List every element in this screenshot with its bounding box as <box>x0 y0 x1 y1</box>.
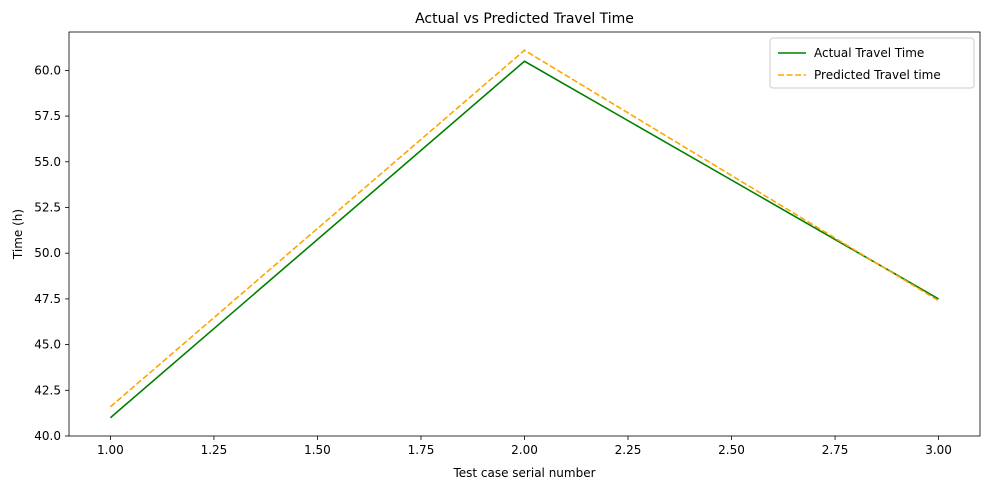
x-tick-label: 2.25 <box>615 443 642 457</box>
chart-title: Actual vs Predicted Travel Time <box>415 11 634 27</box>
series-layer <box>109 49 940 419</box>
y-tick-label: 50.0 <box>34 246 61 260</box>
y-axis-ticks: 40.0 42.5 45.0 47.5 50.0 52.5 55.0 57.5 60.0 <box>34 63 69 443</box>
y-axis-label: Time (h) <box>11 209 25 260</box>
y-tick-label: 45.0 <box>34 338 61 352</box>
series-predicted-line <box>109 49 940 408</box>
y-tick-label: 40.0 <box>34 429 61 443</box>
legend-box <box>769 37 975 89</box>
y-tick-label: 57.5 <box>34 109 61 123</box>
x-tick-label: 2.00 <box>511 443 538 457</box>
y-tick-label: 60.0 <box>34 63 61 77</box>
plot-frame <box>68 31 981 437</box>
y-tick-label: 55.0 <box>34 155 61 169</box>
x-tick-label: 1.25 <box>201 443 228 457</box>
y-tick-label: 52.5 <box>34 200 61 214</box>
y-tick-label: 42.5 <box>34 383 61 397</box>
x-tick-label: 2.50 <box>718 443 745 457</box>
x-tick-label: 1.00 <box>97 443 124 457</box>
legend-label: Actual Travel Time <box>814 46 924 60</box>
legend-label: Predicted Travel time <box>814 68 941 82</box>
series-actual-line <box>109 60 939 419</box>
x-tick-label: 2.75 <box>822 443 849 457</box>
x-axis-ticks: 1.00 1.25 1.50 1.75 2.00 2.25 2.50 2.75 3.00 <box>97 436 952 457</box>
x-tick-label: 1.50 <box>304 443 331 457</box>
y-tick-label: 47.5 <box>34 292 61 306</box>
x-tick-label: 3.00 <box>925 443 952 457</box>
legend: Actual Travel Time Predicted Travel time <box>769 37 975 89</box>
x-tick-label: 1.75 <box>408 443 435 457</box>
x-axis-label: Test case serial number <box>452 466 595 480</box>
